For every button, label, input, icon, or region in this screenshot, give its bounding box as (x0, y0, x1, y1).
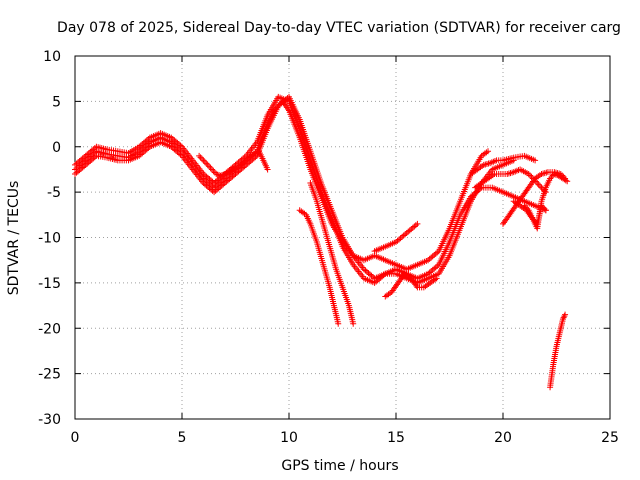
data-point (564, 178, 571, 185)
y-axis-label: SDTVAR / TECUs (6, 181, 22, 296)
series-sat-e (296, 207, 342, 327)
y-tick-label: 5 (52, 94, 61, 110)
chart-title: Day 078 of 2025, Sidereal Day-to-day VTE… (57, 20, 621, 36)
data-point (551, 170, 558, 177)
y-tick-label: -5 (47, 185, 61, 201)
data-point (217, 172, 224, 179)
y-tick-label: -30 (38, 412, 61, 428)
data-point (220, 171, 227, 178)
series-sat-j (472, 166, 549, 196)
data-point (350, 320, 357, 327)
series-sat-f (307, 180, 357, 327)
series-sat-m (521, 170, 571, 232)
data-point (200, 157, 207, 164)
data-point (552, 171, 559, 178)
data-point (535, 181, 542, 188)
data-point (213, 170, 220, 177)
series-sat-h (371, 220, 421, 255)
series-sat-a (72, 98, 492, 273)
data-point (206, 163, 213, 170)
data-point (335, 320, 342, 327)
y-tick-label: -20 (38, 321, 61, 337)
data-point (197, 154, 204, 161)
data-point (196, 152, 203, 159)
x-axis-label: GPS time / hours (281, 458, 398, 474)
series-sat-i (467, 152, 539, 177)
data-point (485, 148, 492, 155)
data-point (208, 166, 215, 173)
data-point (562, 177, 569, 184)
x-tick-label: 20 (494, 430, 512, 446)
data-point (201, 158, 208, 165)
y-tick-label: -15 (38, 276, 61, 292)
data-point (433, 275, 440, 282)
y-tick-label: 0 (52, 140, 61, 156)
data-point (203, 160, 210, 167)
data-points (72, 93, 571, 391)
data-point (414, 220, 421, 227)
x-tick-label: 25 (601, 430, 619, 446)
data-point (204, 161, 211, 168)
data-point (207, 164, 214, 171)
data-point (532, 157, 539, 164)
x-tick-label: 10 (280, 430, 298, 446)
series-sat-g (382, 270, 440, 300)
data-point (560, 314, 567, 321)
axis-ticks: 0 5 10 15 20 25 10 5 0 -5 -10 -15 -20 -25 -30 (38, 49, 619, 446)
series-sat-d (196, 148, 271, 179)
data-point (198, 155, 205, 162)
data-point (562, 311, 569, 318)
y-tick-label: -25 (38, 367, 61, 383)
data-point (214, 171, 221, 178)
data-point (264, 166, 271, 173)
data-point (542, 207, 549, 214)
x-tick-label: 5 (178, 430, 187, 446)
series-sat-n (547, 311, 569, 391)
y-tick-label: 10 (43, 49, 61, 65)
data-point (537, 183, 544, 190)
y-tick-label: -10 (38, 231, 61, 247)
series-sat-c (72, 93, 549, 286)
x-tick-label: 0 (71, 430, 80, 446)
x-tick-label: 15 (387, 430, 405, 446)
data-point (210, 167, 217, 174)
data-point (218, 172, 225, 179)
